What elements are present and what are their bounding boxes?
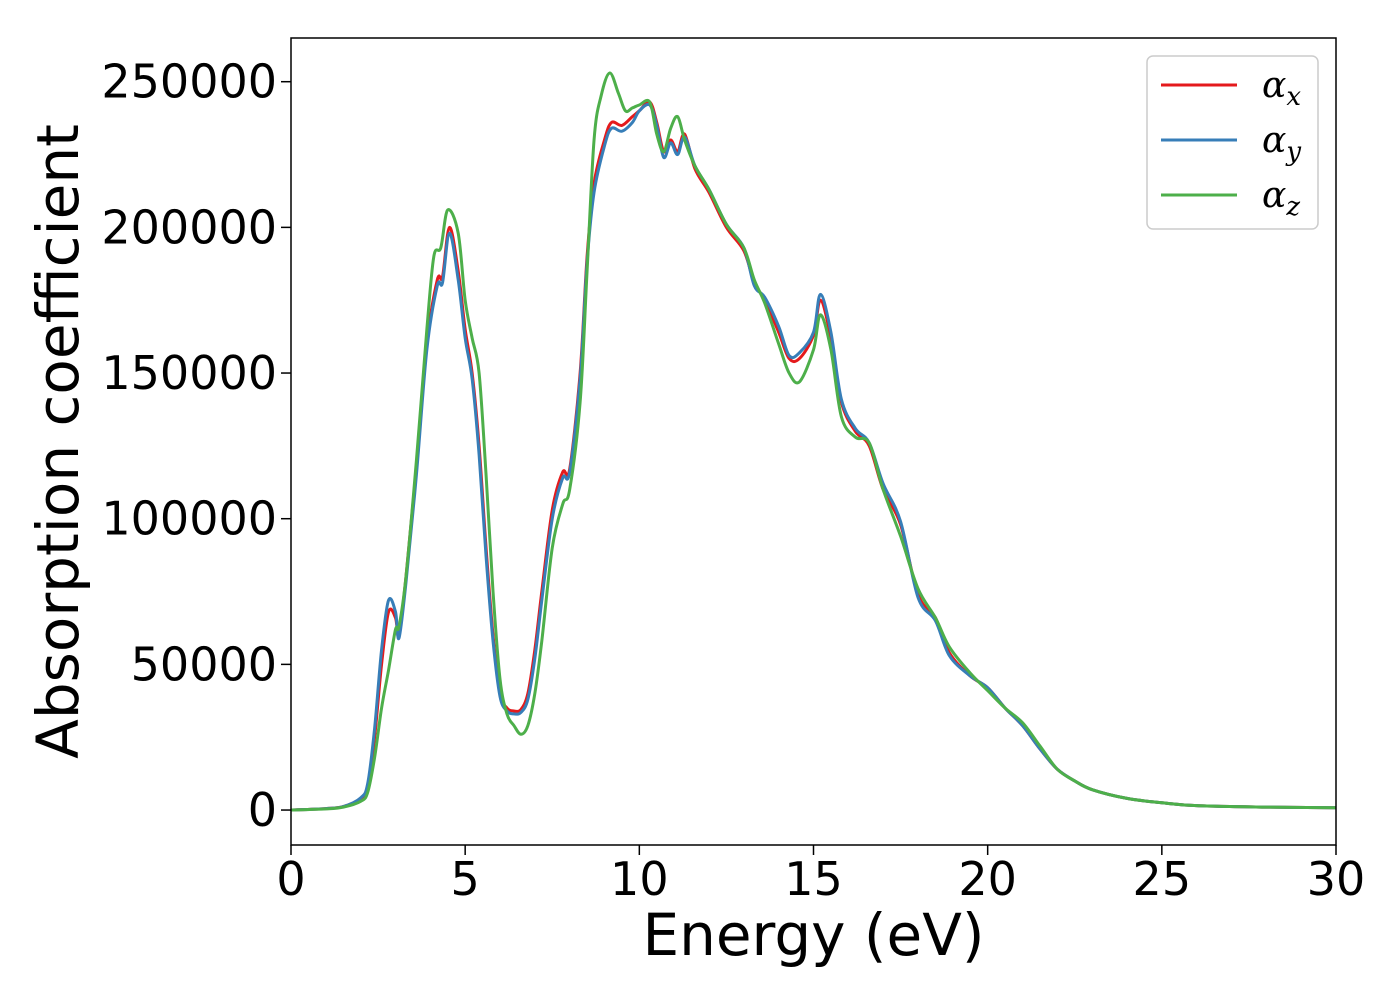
y-axis-label: Absorption coefficient	[24, 124, 92, 759]
x-tick-label: 0	[276, 852, 305, 906]
series-layer	[290, 71, 1337, 812]
y-tick-label: 200000	[101, 200, 277, 254]
x-tick-label: 25	[1133, 852, 1192, 906]
y-tick-label: 150000	[101, 346, 277, 400]
series-line-z	[290, 71, 1337, 812]
y-tick-label: 100000	[101, 492, 277, 546]
legend-box	[1146, 55, 1319, 230]
legend-label-z: αz	[1262, 175, 1300, 222]
x-tick-label: 30	[1307, 852, 1366, 906]
y-tick-label: 0	[248, 783, 277, 837]
x-tick-label: 5	[451, 852, 480, 906]
y-ticks: 0 50000 100000 150000 200000 250000	[101, 55, 291, 837]
legend-label-x: αx	[1262, 65, 1301, 112]
x-tick-label: 10	[610, 852, 669, 906]
series-line-y	[290, 102, 1337, 812]
x-axis-label: Energy (eV)	[642, 901, 984, 969]
legend-label-y: αy	[1262, 120, 1301, 167]
x-tick-label: 15	[784, 852, 843, 906]
y-tick-label: 50000	[131, 637, 277, 691]
legend: αx αy αz	[1146, 55, 1319, 230]
x-tick-label: 20	[958, 852, 1017, 906]
y-tick-label: 250000	[101, 55, 277, 109]
x-ticks: 0 5 10 15 20 25 30	[276, 845, 1365, 906]
